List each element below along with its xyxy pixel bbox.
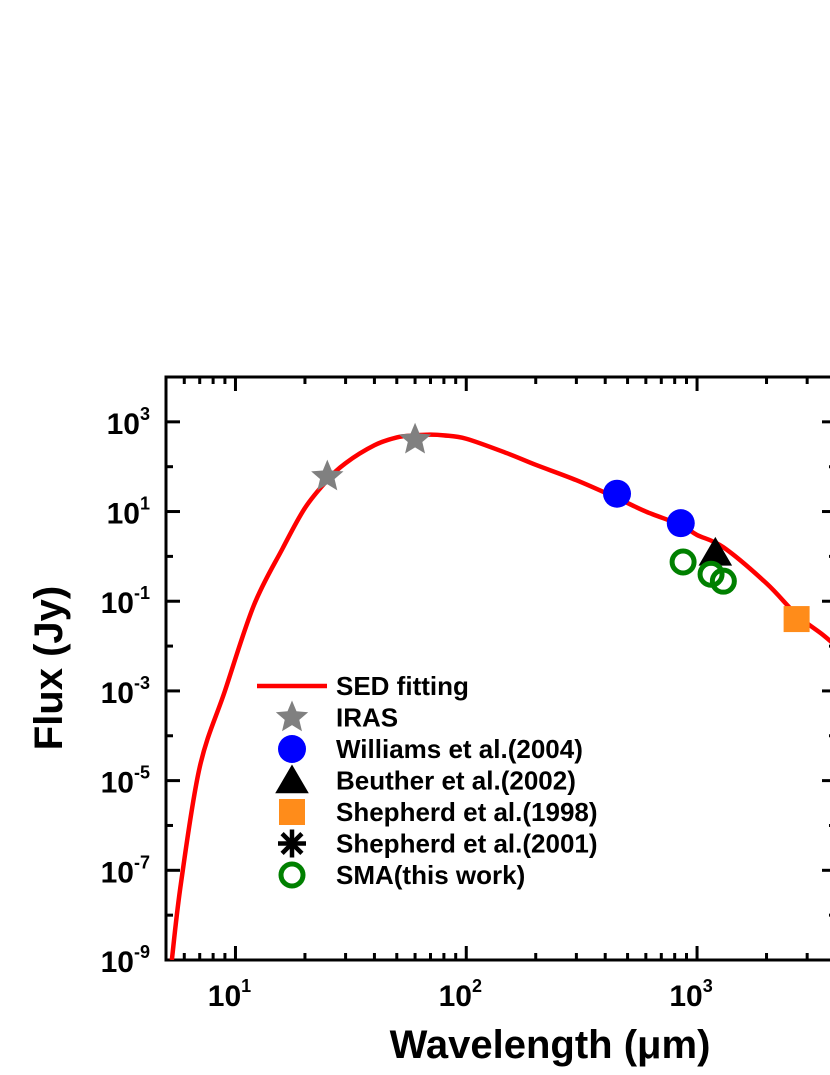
- asterisk-stroke: [280, 832, 304, 855]
- y-tick-label: 10-9: [101, 942, 150, 979]
- axis-ticks: [164, 375, 830, 962]
- data-point-star-0-0: [311, 459, 344, 491]
- x-tick-label: 101: [208, 976, 251, 1013]
- y-tick-label: 10-1: [101, 583, 150, 620]
- legend-label-square: Shepherd et al.(1998): [336, 797, 598, 827]
- legend-label-circle: Williams et al.(2004): [336, 734, 583, 764]
- data-point-square-3-0: [783, 606, 810, 633]
- legend-swatch-square: [279, 799, 305, 825]
- legend-label-star: IRAS: [336, 703, 398, 733]
- data-points-layer: [311, 422, 810, 633]
- plot-frame: [164, 375, 830, 962]
- y-tick-label: 10-7: [101, 852, 150, 889]
- legend-swatch-open-circle: [278, 861, 306, 889]
- legend-label-sed-fit: SED fitting: [336, 671, 469, 701]
- legend-swatch-asterisk: [278, 829, 306, 858]
- legend-swatch-circle: [278, 735, 306, 763]
- data-point-star-0-1: [398, 422, 432, 454]
- sed-curve-layer: [169, 432, 830, 960]
- x-tick-label: 103: [669, 976, 712, 1013]
- legend-label-asterisk: Shepherd et al.(2001): [336, 829, 598, 859]
- data-point-circle-1-0: [603, 479, 632, 508]
- data-point-circle-1-1: [666, 509, 695, 538]
- data-point-open-circle-5-0: [669, 548, 697, 576]
- x-axis-title: Wavelength (μm): [390, 1023, 711, 1067]
- y-axis-title: Flux (Jy): [27, 586, 71, 750]
- axis-tick-labels: 101 102 103 10-9 10-7 10-5 10-3 10-1 101 103: [101, 404, 713, 1013]
- legend-label-open-circle: SMA(this work): [336, 860, 525, 890]
- y-tick-label: 10-5: [101, 763, 150, 800]
- legend-swatch-star: [275, 700, 309, 732]
- sed-fit-curve: [169, 432, 830, 960]
- y-tick-label: 103: [107, 404, 150, 441]
- y-tick-label: 10-3: [101, 673, 150, 710]
- legend-label-triangle: Beuther et al.(2002): [336, 766, 576, 796]
- legend-swatch-triangle: [275, 764, 309, 794]
- x-tick-label: 102: [439, 976, 482, 1013]
- y-tick-label: 101: [107, 494, 150, 531]
- data-point-triangle-2-0: [698, 536, 733, 566]
- data-point-open-circle-5-2: [709, 567, 737, 595]
